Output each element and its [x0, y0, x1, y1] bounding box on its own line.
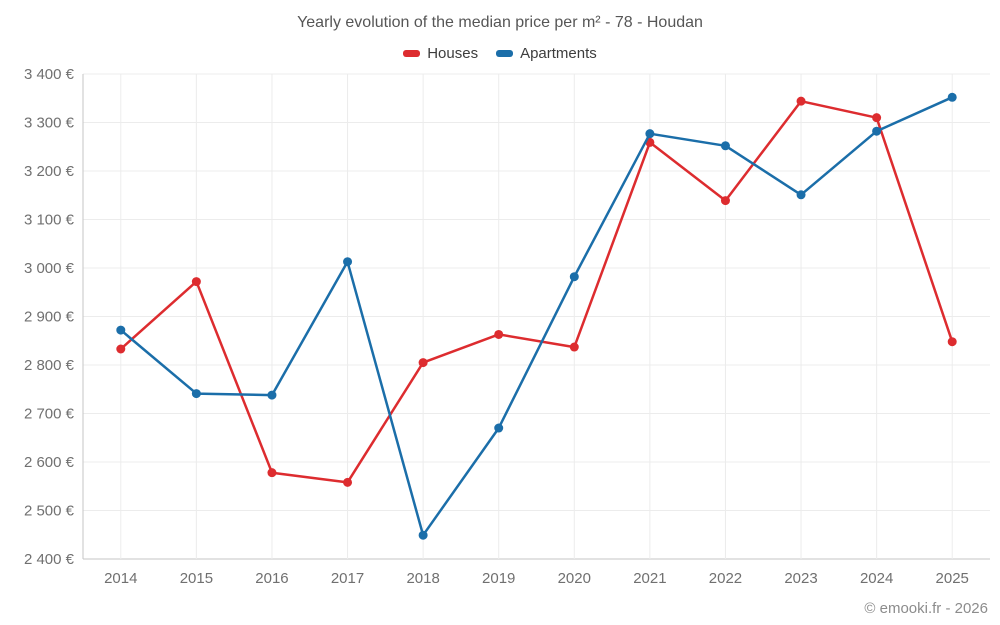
x-axis-tick-label: 2021: [633, 570, 666, 587]
data-point-apartments-2020[interactable]: [569, 272, 579, 282]
x-axis-tick-label: 2020: [558, 570, 591, 587]
data-point-apartments-2025[interactable]: [947, 92, 957, 102]
data-point-apartments-2022[interactable]: [720, 141, 730, 151]
x-axis-tick-label: 2014: [104, 570, 137, 587]
y-axis-tick-label: 2 500 €: [24, 503, 75, 520]
x-axis-tick-label: 2017: [331, 570, 364, 587]
data-point-houses-2018[interactable]: [418, 358, 428, 368]
legend-label-apartments: Apartments: [520, 45, 597, 62]
data-point-houses-2020[interactable]: [569, 342, 579, 352]
y-axis-tick-label: 3 100 €: [24, 212, 75, 229]
legend-item-apartments[interactable]: Apartments: [496, 45, 597, 62]
data-point-apartments-2017[interactable]: [343, 257, 353, 267]
data-point-apartments-2018[interactable]: [418, 530, 428, 540]
data-point-houses-2015[interactable]: [191, 277, 201, 287]
legend-item-houses[interactable]: Houses: [403, 45, 478, 62]
y-axis-tick-label: 3 300 €: [24, 115, 75, 132]
x-axis-tick-label: 2022: [709, 570, 742, 587]
x-axis-tick-label: 2023: [784, 570, 817, 587]
x-axis-tick-label: 2019: [482, 570, 515, 587]
x-axis-tick-label: 2016: [255, 570, 288, 587]
data-point-apartments-2014[interactable]: [116, 325, 126, 335]
apartments-series-swatch-icon: [496, 50, 514, 57]
y-axis-tick-label: 2 700 €: [24, 406, 75, 423]
data-point-houses-2025[interactable]: [947, 337, 957, 347]
y-axis-tick-label: 3 000 €: [24, 260, 75, 277]
y-axis-tick-label: 2 800 €: [24, 357, 75, 374]
data-point-apartments-2024[interactable]: [872, 126, 882, 136]
x-axis-tick-label: 2018: [406, 570, 439, 587]
x-axis-tick-label: 2025: [936, 570, 969, 587]
x-axis-tick-label: 2024: [860, 570, 893, 587]
data-point-houses-2024[interactable]: [872, 113, 882, 123]
chart-legend: Houses Apartments: [0, 45, 1000, 62]
data-point-houses-2023[interactable]: [796, 96, 806, 106]
watermark: © emooki.fr - 2026: [864, 600, 988, 617]
data-point-houses-2016[interactable]: [267, 468, 277, 478]
legend-label-houses: Houses: [427, 45, 479, 62]
chart-title: Yearly evolution of the median price per…: [297, 14, 703, 31]
data-point-apartments-2015[interactable]: [191, 389, 201, 399]
data-point-apartments-2023[interactable]: [796, 190, 806, 200]
y-axis-tick-label: 2 400 €: [24, 551, 75, 568]
data-point-houses-2014[interactable]: [116, 344, 126, 354]
series-line-houses[interactable]: [119, 99, 954, 484]
data-point-houses-2017[interactable]: [343, 477, 353, 487]
data-point-houses-2019[interactable]: [494, 329, 504, 339]
x-axis-tick-label: 2015: [180, 570, 213, 587]
y-axis-tick-label: 2 900 €: [24, 309, 75, 326]
data-point-apartments-2019[interactable]: [494, 423, 504, 433]
data-point-apartments-2021[interactable]: [645, 129, 655, 139]
y-axis-tick-label: 3 200 €: [24, 163, 75, 180]
data-point-apartments-2016[interactable]: [267, 390, 277, 400]
houses-series-swatch-icon: [403, 50, 421, 57]
y-axis-tick-label: 2 600 €: [24, 454, 75, 471]
data-point-houses-2022[interactable]: [720, 196, 730, 206]
series-line-apartments[interactable]: [119, 96, 954, 537]
y-axis-tick-label: 3 400 €: [24, 66, 75, 83]
